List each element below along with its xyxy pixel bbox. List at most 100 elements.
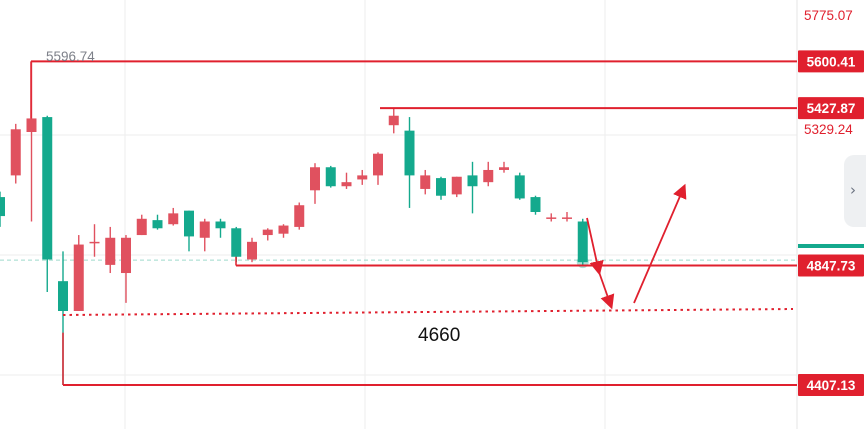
candle-body <box>325 167 336 187</box>
axis-tick-label: 5329.24 <box>804 122 853 137</box>
candle-body <box>73 244 84 311</box>
candle-body <box>215 221 226 229</box>
candle-body <box>562 217 572 219</box>
candle <box>436 176 446 200</box>
candle-body <box>262 229 273 236</box>
candle-body <box>546 217 557 219</box>
candle-body <box>168 213 179 225</box>
candle-body <box>26 118 37 132</box>
target-line <box>62 308 794 316</box>
candle <box>483 161 494 187</box>
candle <box>10 123 21 184</box>
candle-body <box>388 115 399 126</box>
candle-body <box>420 175 431 189</box>
price-label-text: 4847.73 <box>807 259 856 274</box>
candle <box>105 226 116 274</box>
price-label-box <box>798 97 864 120</box>
candle <box>294 202 305 230</box>
candle-body <box>0 197 5 217</box>
candle <box>42 115 53 293</box>
candle <box>546 213 557 222</box>
candle <box>451 176 462 198</box>
candle <box>231 226 242 263</box>
target-price-label: 4660 <box>418 325 460 346</box>
price-label: 5600.41 <box>798 50 864 73</box>
candle <box>562 212 572 222</box>
candle-body <box>10 129 21 176</box>
candle <box>373 152 383 185</box>
price-label: 4847.73 <box>798 254 864 277</box>
candle-body <box>58 281 68 311</box>
candles <box>0 62 589 385</box>
candle <box>357 169 368 185</box>
candle <box>262 228 273 241</box>
candle-body <box>199 221 210 238</box>
forecast-arrow <box>633 183 687 304</box>
candle <box>73 235 84 311</box>
chevron-right-icon: › <box>850 181 856 199</box>
candle-body <box>341 182 352 187</box>
candle <box>247 237 257 263</box>
candle <box>420 169 431 195</box>
candle <box>499 161 509 173</box>
candle-body <box>404 130 415 176</box>
last-price-marker <box>798 244 864 248</box>
candle <box>0 191 5 227</box>
price-label-box <box>798 374 864 396</box>
candle <box>215 218 226 238</box>
candle-body <box>436 178 446 196</box>
forecast-arrow <box>598 271 615 310</box>
candle <box>388 108 399 134</box>
candle-body <box>231 228 242 257</box>
price-label-box <box>798 50 864 73</box>
candle <box>152 214 163 230</box>
candle-body <box>373 153 383 176</box>
price-label: 5427.87 <box>798 97 864 120</box>
candle-body <box>136 218 147 236</box>
candle <box>136 214 147 236</box>
annotation-lines: 5596.74 4660 <box>30 49 797 386</box>
candle-body <box>357 175 368 180</box>
candle <box>310 163 320 204</box>
candle-body <box>89 241 100 244</box>
candle-body <box>499 167 509 170</box>
candle <box>341 172 352 189</box>
candle <box>278 224 289 238</box>
candle-body <box>294 205 305 227</box>
price-label-text: 4407.13 <box>807 378 856 393</box>
axis-tick-label: 5775.07 <box>804 8 853 23</box>
candle-body <box>577 221 588 263</box>
candle-body <box>121 237 131 274</box>
side-panel-toggle[interactable]: › <box>844 155 866 227</box>
candle <box>577 218 588 265</box>
candle-body <box>451 176 462 195</box>
candle-body <box>467 175 478 187</box>
price-label-text: 5600.41 <box>807 54 856 69</box>
grid <box>0 0 798 429</box>
price-axis: 5775.07 5329.24 5600.41 5427.87 4847.73 4407.… <box>798 8 864 396</box>
price-label: 4407.13 <box>798 374 864 396</box>
candle <box>325 165 336 188</box>
candle-body <box>42 117 53 260</box>
candle-body <box>514 175 525 199</box>
candle-body <box>483 169 494 183</box>
candle <box>530 195 541 215</box>
candle <box>89 224 100 257</box>
candle-body <box>310 167 320 191</box>
candle <box>121 235 131 303</box>
price-label-box <box>798 254 864 277</box>
forecast-arrow <box>586 217 604 276</box>
candle <box>168 207 179 226</box>
candle-body <box>530 197 541 213</box>
candle <box>199 218 210 252</box>
candle-body <box>152 220 163 229</box>
candle <box>467 161 478 214</box>
candle-body <box>278 225 289 234</box>
candle-body <box>247 241 257 260</box>
high-price-label: 5596.74 <box>46 49 95 64</box>
candle <box>514 172 525 200</box>
candle <box>404 117 415 208</box>
price-label-text: 5427.87 <box>807 101 856 116</box>
candle-body <box>184 210 194 237</box>
